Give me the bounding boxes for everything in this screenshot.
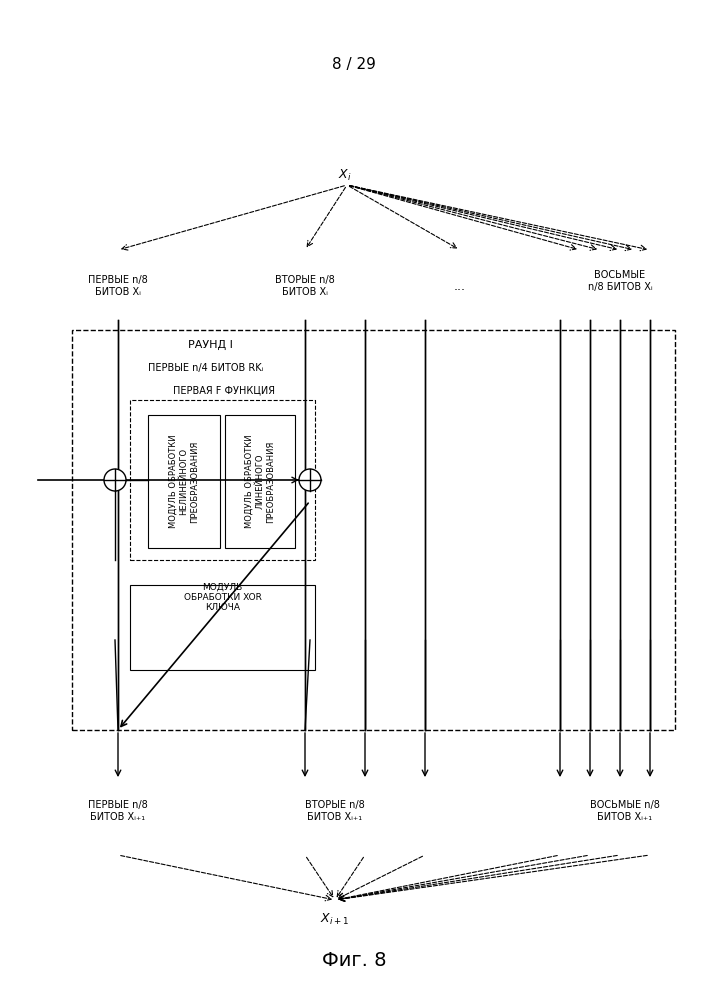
FancyBboxPatch shape xyxy=(148,415,220,548)
Text: РАУНД I: РАУНД I xyxy=(188,340,233,350)
Text: ВТОРЫЕ n/8
БИТОВ Xᵢ₊₁: ВТОРЫЕ n/8 БИТОВ Xᵢ₊₁ xyxy=(305,800,365,821)
Text: $X_i$: $X_i$ xyxy=(338,168,352,183)
FancyBboxPatch shape xyxy=(225,415,295,548)
Text: $X_{i+1}$: $X_{i+1}$ xyxy=(320,912,350,927)
Text: МОДУЛЬ ОБРАБОТКИ
НЕЛИНЕЙНОГО
ПРЕОБРАЗОВАНИЯ: МОДУЛЬ ОБРАБОТКИ НЕЛИНЕЙНОГО ПРЕОБРАЗОВА… xyxy=(169,435,199,528)
Text: ВТОРЫЕ n/8
БИТОВ Xᵢ: ВТОРЫЕ n/8 БИТОВ Xᵢ xyxy=(275,275,335,297)
Circle shape xyxy=(299,469,321,491)
Text: ПЕРВЫЕ n/8
БИТОВ Xᵢ₊₁: ПЕРВЫЕ n/8 БИТОВ Xᵢ₊₁ xyxy=(88,800,148,821)
FancyBboxPatch shape xyxy=(130,585,315,670)
Text: ВОСЬМЫЕ n/8
БИТОВ Xᵢ₊₁: ВОСЬМЫЕ n/8 БИТОВ Xᵢ₊₁ xyxy=(590,800,660,821)
Text: МОДУЛЬ ОБРАБОТКИ
ЛИНЕЙНОГО
ПРЕОБРАЗОВАНИЯ: МОДУЛЬ ОБРАБОТКИ ЛИНЕЙНОГО ПРЕОБРАЗОВАНИ… xyxy=(245,435,275,528)
Text: ПЕРВЫЕ n/8
БИТОВ Xᵢ: ПЕРВЫЕ n/8 БИТОВ Xᵢ xyxy=(88,275,148,297)
Text: ...: ... xyxy=(454,280,466,293)
Text: МОДУЛЬ
ОБРАБОТКИ XOR
КЛЮЧА: МОДУЛЬ ОБРАБОТКИ XOR КЛЮЧА xyxy=(184,582,262,612)
Text: Фиг. 8: Фиг. 8 xyxy=(322,950,386,969)
Text: ВОСЬМЫЕ
n/8 БИТОВ Xᵢ: ВОСЬМЫЕ n/8 БИТОВ Xᵢ xyxy=(588,270,652,292)
Text: ПЕРВАЯ F ФУНКЦИЯ: ПЕРВАЯ F ФУНКЦИЯ xyxy=(173,385,275,395)
Circle shape xyxy=(104,469,126,491)
Text: ПЕРВЫЕ n/4 БИТОВ RKᵢ: ПЕРВЫЕ n/4 БИТОВ RKᵢ xyxy=(148,363,264,373)
Text: 8 / 29: 8 / 29 xyxy=(332,58,376,73)
